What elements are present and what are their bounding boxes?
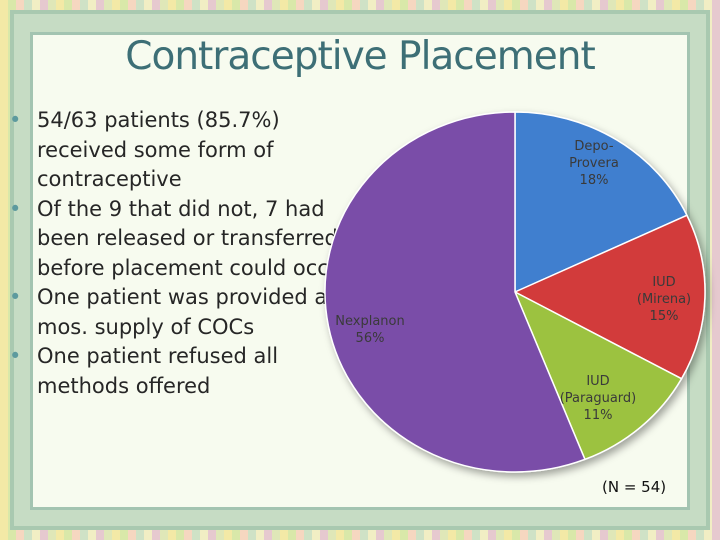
pie-slice-name: Nexplanon — [335, 314, 404, 329]
bullet-icon: • — [9, 344, 22, 368]
pie-slice-percent: 56% — [356, 331, 385, 346]
pie-slice-label-2: IUD (Paraguard) 11% — [560, 374, 637, 423]
pie-slice-name: IUD — [652, 275, 675, 290]
pie-slice-2 — [513, 290, 683, 461]
pie-slice-percent: 15% — [650, 309, 679, 324]
bullet-item: • 54/63 patients (85.7%) received some fo… — [6, 106, 366, 195]
pie-slice-0 — [514, 111, 688, 294]
bullet-item: • Of the 9 that did not, 7 had been relea… — [6, 195, 366, 284]
pie-slice-label-1: IUD (Mirena) 15% — [637, 275, 691, 324]
pie-slice-label-0: Depo- Provera 18% — [569, 139, 619, 188]
pie-slice-1 — [513, 214, 706, 380]
bullet-text: 54/63 patients (85.7%) received some for… — [37, 108, 280, 191]
bullet-text: One patient was provided a 3 mos. supply… — [37, 285, 348, 339]
bullet-icon: • — [9, 108, 22, 132]
bullet-text: One patient refused all methods offered — [37, 344, 279, 398]
pie-slice-name: IUD — [586, 374, 609, 389]
pie-slice-name: Provera — [569, 156, 619, 171]
bullet-item: • One patient was provided a 3 mos. suppl… — [6, 283, 366, 342]
slide-title: Contraceptive Placement — [125, 34, 596, 79]
sample-size-note: (N = 54) — [602, 478, 667, 496]
pie-slice-name: (Paraguard) — [560, 391, 637, 406]
pie-slice-name: Depo- — [574, 139, 613, 154]
bullet-text: Of the 9 that did not, 7 had been releas… — [37, 196, 351, 280]
bullet-icon: • — [9, 285, 22, 309]
pie-slice-name: (Mirena) — [637, 292, 691, 307]
pie-slice-3 — [324, 111, 586, 473]
bullet-item: • One patient refused all methods offered — [6, 342, 366, 401]
pie-slice-percent: 11% — [584, 408, 613, 423]
pie-slice-label-3: Nexplanon 56% — [335, 314, 404, 346]
bullet-list: • 54/63 patients (85.7%) received some fo… — [6, 106, 366, 401]
bullet-icon: • — [9, 196, 22, 221]
pie-slice-percent: 18% — [580, 173, 609, 188]
